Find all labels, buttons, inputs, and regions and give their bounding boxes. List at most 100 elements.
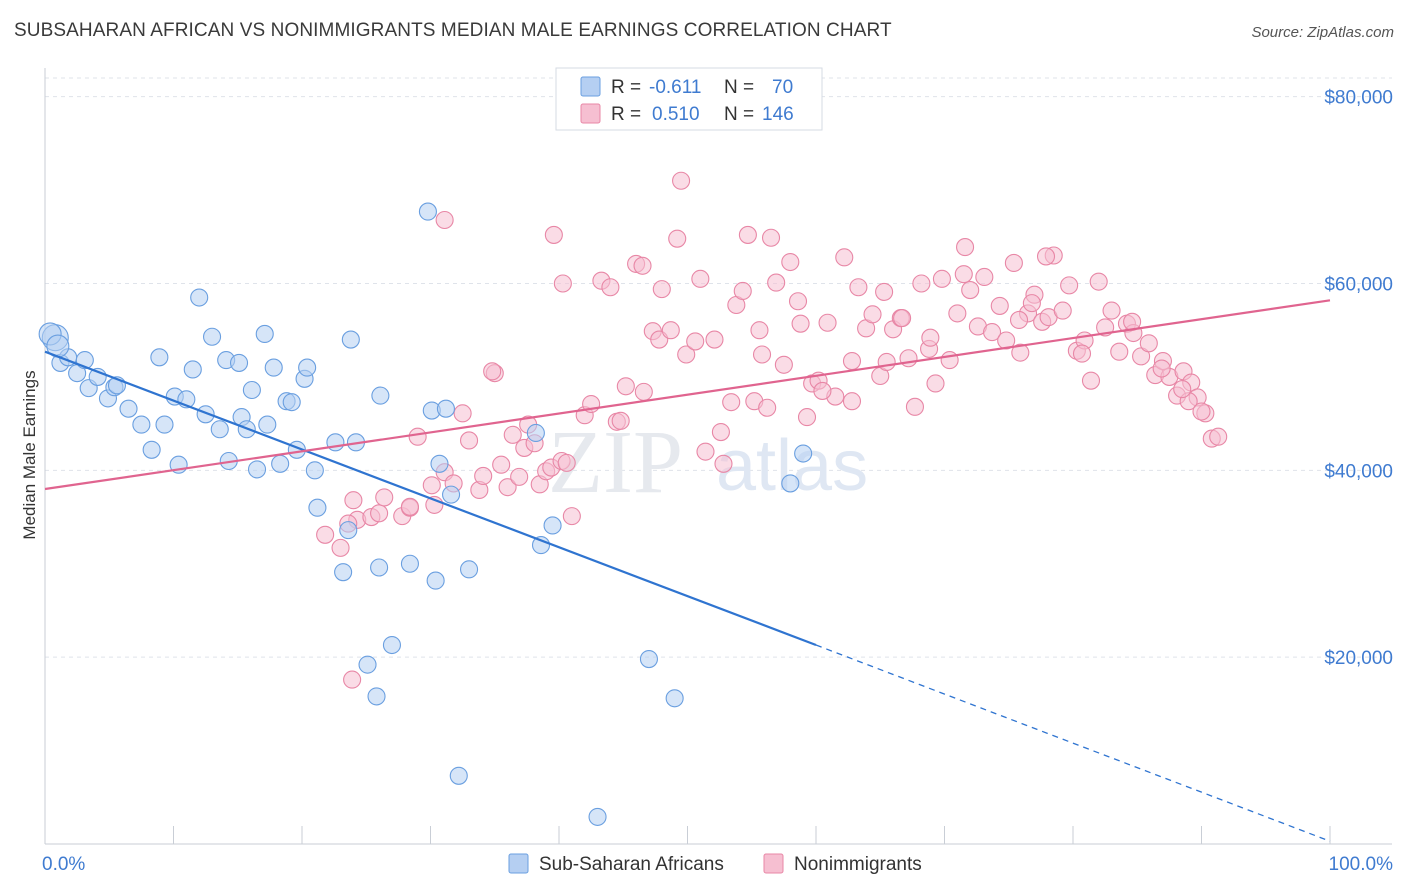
chart-title: SUBSAHARAN AFRICAN VS NONIMMIGRANTS MEDI…: [14, 20, 892, 41]
data-point-nonimmigrants: [510, 467, 529, 486]
legend-swatch-nonimmigrants: [763, 853, 784, 874]
data-point-sub-saharan-africans: [203, 327, 222, 346]
y-tick-label: $80,000: [1324, 88, 1393, 109]
data-point-nonimmigrants: [1209, 427, 1228, 446]
data-point-nonimmigrants: [498, 478, 517, 497]
data-point-nonimmigrants: [422, 476, 441, 495]
data-point-sub-saharan-africans: [449, 766, 468, 785]
data-point-nonimmigrants: [877, 352, 896, 372]
data-point-nonimmigrants: [961, 281, 980, 300]
data-point-nonimmigrants: [492, 455, 511, 474]
data-point-nonimmigrants: [370, 504, 389, 523]
data-point-nonimmigrants: [1072, 344, 1092, 363]
data-point-sub-saharan-africans: [142, 440, 161, 459]
data-point-nonimmigrants: [1139, 334, 1158, 353]
data-point-sub-saharan-africans: [258, 415, 277, 434]
data-point-nonimmigrants: [813, 381, 832, 400]
data-point-sub-saharan-africans: [341, 330, 360, 349]
data-point-nonimmigrants: [634, 382, 653, 401]
legend-r-label: R =: [611, 104, 641, 125]
data-point-sub-saharan-africans: [382, 635, 402, 655]
data-point-sub-saharan-africans: [183, 360, 202, 379]
x-tick-label: 0.0%: [42, 854, 85, 875]
axes: [44, 68, 1392, 845]
data-point-nonimmigrants: [835, 248, 854, 267]
legend-swatch-sub-saharan-africans: [508, 853, 529, 874]
data-point-nonimmigrants: [562, 507, 581, 526]
data-point-sub-saharan-africans: [190, 288, 209, 307]
data-point-nonimmigrants: [818, 313, 837, 332]
data-point-sub-saharan-africans: [334, 563, 353, 582]
data-point-nonimmigrants: [1173, 380, 1192, 399]
data-point-nonimmigrants: [750, 321, 769, 340]
data-point-nonimmigrants: [661, 321, 680, 340]
data-point-nonimmigrants: [863, 305, 882, 324]
data-point-nonimmigrants: [696, 442, 715, 461]
data-point-nonimmigrants: [761, 228, 781, 247]
data-point-sub-saharan-africans: [298, 358, 317, 377]
data-point-nonimmigrants: [1081, 371, 1101, 390]
data-point-nonimmigrants: [677, 345, 696, 364]
data-point-nonimmigrants: [791, 314, 810, 333]
data-point-nonimmigrants: [705, 330, 724, 349]
data-point-nonimmigrants: [453, 404, 472, 423]
data-point-nonimmigrants: [1004, 253, 1023, 273]
legend-r-value: 0.510: [652, 104, 700, 125]
data-point-sub-saharan-africans: [665, 689, 684, 708]
data-point-sub-saharan-africans: [367, 687, 386, 706]
x-tick-label: 100.0%: [1329, 854, 1394, 875]
data-point-nonimmigrants: [797, 408, 817, 427]
data-point-nonimmigrants: [408, 427, 427, 446]
data-point-sub-saharan-africans: [282, 393, 301, 412]
data-point-nonimmigrants: [1053, 301, 1072, 320]
data-point-nonimmigrants: [483, 362, 502, 381]
data-point-sub-saharan-africans: [436, 399, 455, 418]
data-point-nonimmigrants: [616, 377, 635, 396]
data-point-sub-saharan-africans: [639, 649, 659, 669]
data-point-nonimmigrants: [714, 454, 733, 473]
data-point-sub-saharan-africans: [781, 474, 800, 493]
data-point-nonimmigrants: [459, 431, 479, 450]
data-point-nonimmigrants: [905, 397, 924, 416]
data-point-nonimmigrants: [758, 398, 777, 417]
data-point-nonimmigrants: [893, 309, 912, 328]
data-point-nonimmigrants: [331, 538, 350, 557]
trend-lines: [44, 299, 1331, 842]
series-sub-saharan-africans: [38, 202, 813, 826]
trend-line-extension-sub-saharan-africans: [815, 644, 1331, 842]
data-point-nonimmigrants: [435, 210, 454, 230]
source-credit: Source: ZipAtlas.com: [1251, 24, 1394, 41]
data-point-nonimmigrants: [788, 292, 808, 311]
data-point-nonimmigrants: [400, 497, 419, 516]
data-point-nonimmigrants: [601, 278, 620, 297]
data-point-nonimmigrants: [316, 525, 335, 544]
data-point-sub-saharan-africans: [210, 420, 229, 439]
y-tick-label: $60,000: [1324, 275, 1393, 296]
data-point-nonimmigrants: [1011, 343, 1030, 362]
data-point-nonimmigrants: [849, 278, 868, 297]
data-point-sub-saharan-africans: [794, 444, 813, 463]
data-point-nonimmigrants: [982, 323, 1002, 342]
data-point-sub-saharan-africans: [255, 324, 274, 344]
data-point-nonimmigrants: [1060, 276, 1079, 295]
legend-n-value: 146: [762, 104, 794, 125]
data-point-nonimmigrants: [912, 274, 931, 293]
data-point-sub-saharan-africans: [132, 415, 151, 434]
y-tick-label: $20,000: [1324, 648, 1393, 669]
data-point-nonimmigrants: [686, 332, 705, 351]
data-point-nonimmigrants: [932, 269, 951, 288]
data-point-nonimmigrants: [842, 351, 862, 371]
data-point-sub-saharan-africans: [526, 423, 545, 443]
data-point-nonimmigrants: [975, 267, 994, 287]
data-point-nonimmigrants: [752, 345, 772, 364]
data-point-nonimmigrants: [1009, 310, 1029, 329]
data-point-sub-saharan-africans: [459, 560, 479, 579]
legend-r-label: R =: [611, 77, 641, 98]
data-point-nonimmigrants: [343, 670, 362, 689]
data-point-nonimmigrants: [990, 296, 1009, 315]
data-point-nonimmigrants: [611, 411, 630, 430]
data-point-sub-saharan-africans: [155, 415, 174, 434]
y-tick-label: $40,000: [1324, 461, 1393, 482]
data-point-nonimmigrants: [1036, 247, 1056, 266]
correlation-legend: R = -0.611 N = 70 R = 0.510 N = 146: [555, 67, 823, 131]
